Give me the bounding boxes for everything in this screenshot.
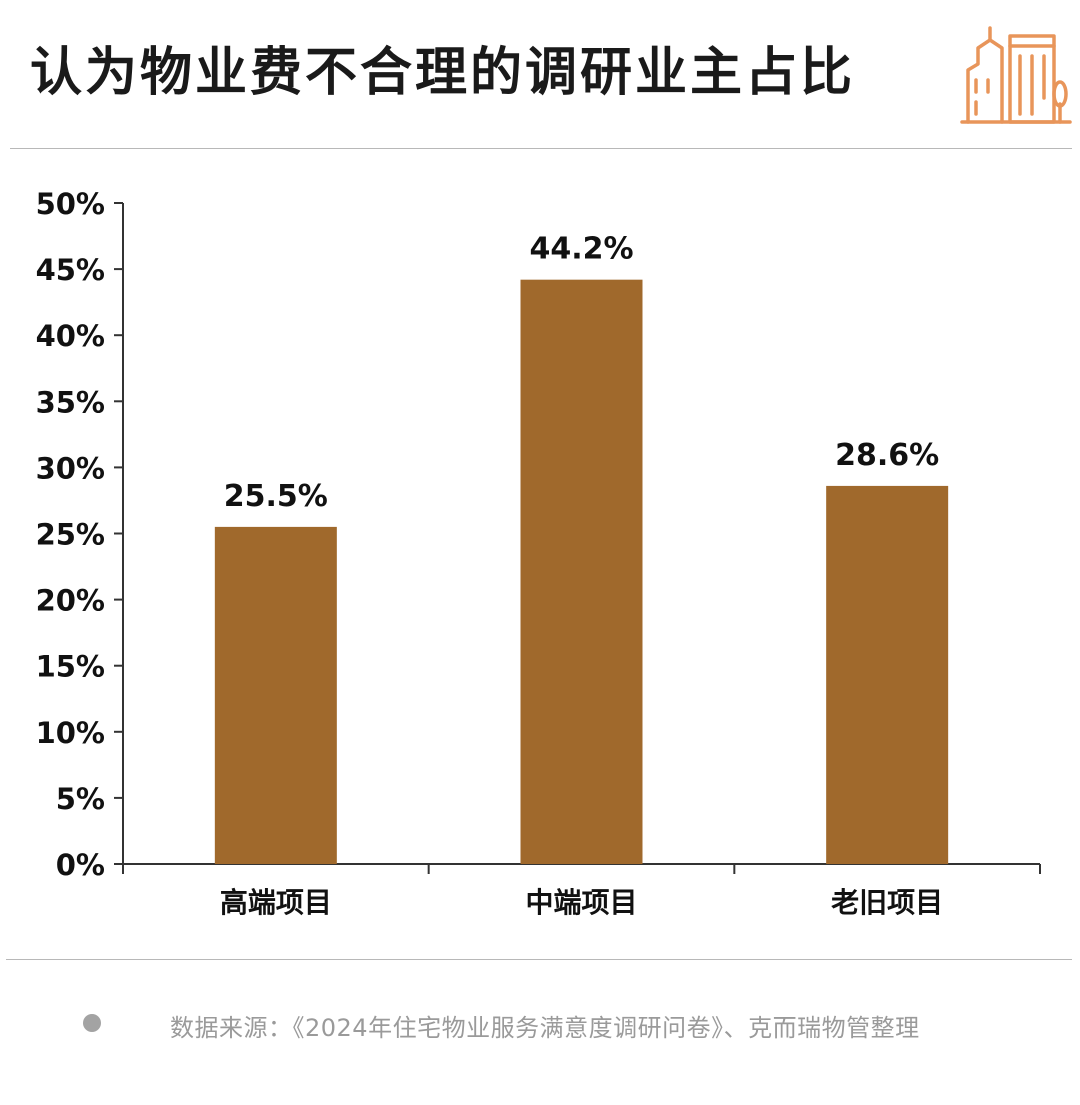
chart-title: 认为物业费不合理的调研业主占比 [30,43,856,103]
bar-value-label: 28.6% [835,438,939,473]
y-tick-label: 25% [36,518,105,552]
y-tick-label: 0% [56,848,105,882]
bar-1 [214,526,337,864]
bar-value-label: 44.2% [529,232,633,267]
y-tick-label: 40% [36,319,105,353]
bar-value-label: 25.5% [224,479,328,514]
x-category-label: 高端项目 [220,886,332,919]
y-tick-label: 35% [36,385,105,419]
y-tick-label: 20% [36,584,105,618]
y-tick-label: 30% [36,451,105,485]
y-tick-label: 45% [36,253,105,287]
bar-3 [826,485,949,864]
building-icon [960,26,1072,124]
x-category-label: 老旧项目 [831,886,943,919]
y-tick-label: 10% [36,716,105,750]
x-category-label: 中端项目 [525,886,637,919]
y-tick-label: 50% [36,187,105,221]
source-bullet [83,1014,101,1032]
data-source-note: 数据来源：《2024年住宅物业服务满意度调研问卷》、克而瑞物管整理 [170,1014,920,1042]
header-divider [10,148,1072,149]
y-tick-label: 5% [56,782,105,816]
bar-2 [520,279,643,864]
footer-divider [6,959,1072,960]
y-tick-label: 15% [36,650,105,684]
